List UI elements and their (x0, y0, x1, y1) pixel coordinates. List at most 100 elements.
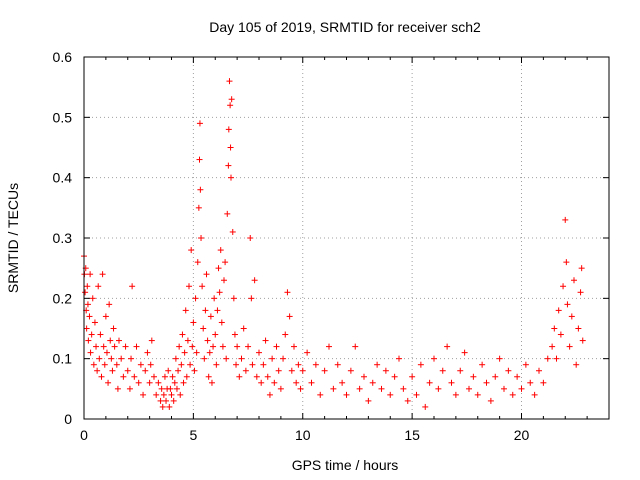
data-point (97, 331, 104, 338)
data-point (271, 379, 278, 386)
data-point (90, 361, 97, 368)
chart-title: Day 105 of 2019, SRMTID for receiver sch… (209, 19, 481, 35)
data-point (113, 361, 120, 368)
data-point (317, 391, 324, 398)
data-point (212, 331, 219, 338)
data-point (382, 367, 389, 374)
data-point (540, 379, 547, 386)
data-points (81, 78, 586, 410)
y-tick-label: 0.2 (53, 290, 73, 306)
data-point (221, 277, 227, 284)
data-point (193, 349, 200, 356)
data-point (144, 349, 151, 356)
data-point (560, 283, 567, 290)
tick-labels: 0 5 10 15 20 0 0.1 0.2 0.3 0.4 0.5 0.6 (53, 49, 530, 443)
data-point (196, 120, 203, 127)
plot-frame (83, 56, 610, 420)
data-point (234, 343, 241, 350)
data-point (178, 361, 185, 368)
data-point (110, 325, 117, 332)
data-point (568, 313, 575, 320)
y-tick-label: 0.1 (53, 351, 73, 367)
data-point (374, 361, 381, 368)
data-point (391, 373, 398, 380)
data-point (573, 361, 580, 368)
data-point (226, 78, 233, 85)
data-point (245, 343, 252, 350)
data-point (170, 397, 177, 404)
data-point (108, 355, 115, 362)
data-point (223, 355, 230, 362)
data-point (218, 319, 225, 326)
data-point (563, 259, 570, 266)
data-point (575, 325, 582, 332)
data-point (219, 343, 226, 350)
data-point (562, 216, 569, 223)
data-point (409, 373, 416, 380)
data-point (106, 301, 113, 308)
data-point (501, 385, 507, 392)
data-point (361, 373, 367, 380)
data-point (133, 343, 140, 350)
data-point (201, 355, 208, 362)
data-point (182, 307, 189, 314)
data-point (211, 295, 218, 302)
data-point (479, 361, 486, 368)
data-point (253, 373, 260, 380)
data-point (82, 289, 89, 296)
data-point (352, 343, 359, 350)
data-point (227, 102, 234, 109)
data-point (195, 204, 202, 211)
data-point (404, 397, 411, 404)
data-point (147, 361, 154, 368)
grid-lines (84, 57, 609, 419)
data-point (111, 343, 118, 350)
data-point (431, 355, 437, 362)
data-point (89, 295, 96, 302)
data-point (166, 403, 173, 410)
data-point (577, 289, 584, 296)
data-point (217, 247, 224, 254)
data-point (444, 343, 451, 350)
data-point (474, 391, 481, 398)
data-point (505, 367, 512, 374)
data-point (238, 355, 245, 362)
y-tick-label: 0.5 (53, 109, 73, 125)
data-point (492, 373, 499, 380)
data-point (128, 355, 135, 362)
data-point (365, 397, 372, 404)
x-tick-label: 5 (189, 427, 197, 443)
data-point (233, 361, 240, 368)
data-point (248, 295, 255, 302)
data-point (126, 385, 133, 392)
data-point (187, 361, 194, 368)
data-point (347, 367, 354, 374)
data-point (339, 379, 346, 386)
data-point (262, 337, 269, 344)
data-point (87, 271, 94, 278)
x-tick-label: 10 (295, 427, 311, 443)
data-point (87, 349, 94, 356)
data-point (208, 379, 215, 386)
data-point (163, 397, 170, 404)
data-point (557, 331, 564, 338)
data-point (544, 355, 551, 362)
data-point (308, 379, 315, 386)
data-point (129, 283, 136, 290)
data-point (536, 367, 542, 374)
data-point (114, 385, 121, 392)
x-tick-label: 20 (514, 427, 530, 443)
data-point (378, 385, 385, 392)
data-point (167, 385, 174, 392)
data-point (191, 367, 198, 374)
axis-ticks (83, 56, 609, 420)
data-point (439, 367, 446, 374)
data-point (470, 373, 477, 380)
data-point (101, 361, 108, 368)
data-point (88, 331, 95, 338)
data-point (413, 391, 420, 398)
data-point (396, 355, 402, 362)
data-point (422, 403, 429, 410)
data-point (225, 162, 232, 169)
y-tick-label: 0.6 (53, 49, 73, 65)
